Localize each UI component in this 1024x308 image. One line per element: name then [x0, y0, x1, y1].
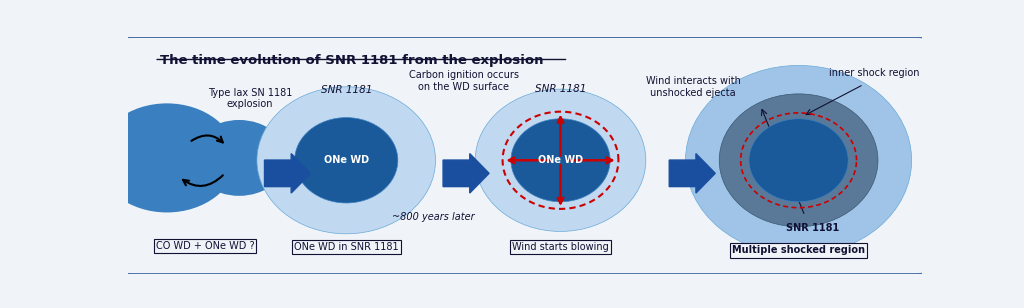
Ellipse shape [97, 103, 237, 213]
Text: ~800 years later: ~800 years later [392, 212, 475, 222]
Text: SNR 1181: SNR 1181 [321, 85, 372, 95]
Polygon shape [443, 154, 489, 193]
Ellipse shape [685, 65, 911, 255]
Ellipse shape [511, 119, 610, 202]
Text: ONe WD in SNR 1181: ONe WD in SNR 1181 [294, 242, 398, 252]
Text: Wind starts blowing: Wind starts blowing [512, 242, 609, 252]
Text: SNR 1181: SNR 1181 [786, 223, 840, 233]
Ellipse shape [475, 89, 646, 231]
Text: SNR 1181: SNR 1181 [535, 84, 586, 94]
Text: ONe WD: ONe WD [776, 155, 821, 165]
Polygon shape [264, 154, 310, 193]
Ellipse shape [719, 94, 878, 227]
Text: Wind interacts with
unshocked ejecta: Wind interacts with unshocked ejecta [645, 76, 740, 98]
Text: The time evolution of SNR 1181 from the explosion: The time evolution of SNR 1181 from the … [160, 54, 544, 67]
Text: ONe WD: ONe WD [538, 155, 583, 165]
Text: Carbon ignition occurs
on the WD surface: Carbon ignition occurs on the WD surface [409, 70, 519, 92]
Polygon shape [670, 154, 716, 193]
Text: Type Iax SN 1181
explosion: Type Iax SN 1181 explosion [208, 88, 293, 109]
Ellipse shape [749, 119, 848, 202]
Ellipse shape [295, 118, 397, 203]
Text: CO WD + ONe WD ?: CO WD + ONe WD ? [156, 241, 254, 251]
Ellipse shape [257, 87, 435, 234]
FancyBboxPatch shape [116, 37, 932, 274]
Text: inner shock region: inner shock region [828, 67, 920, 78]
Text: Multiple shocked region: Multiple shocked region [732, 245, 865, 255]
Text: ONe WD: ONe WD [324, 155, 369, 165]
Ellipse shape [191, 120, 287, 196]
